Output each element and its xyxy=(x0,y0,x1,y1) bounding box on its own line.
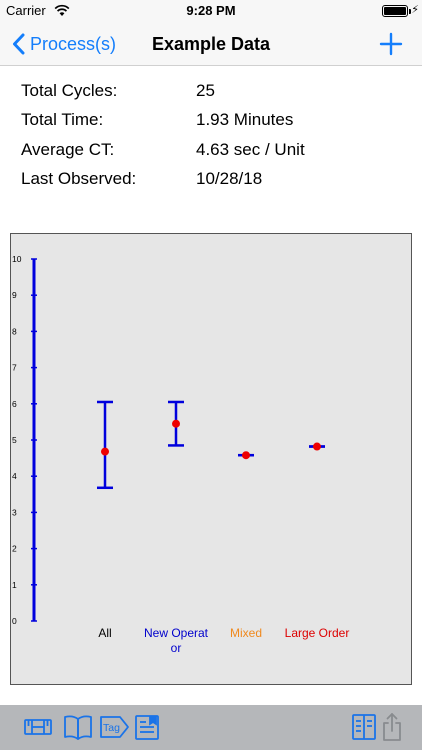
back-button-label: Process(s) xyxy=(30,33,117,54)
summary-row: Total Time: 1.93 Minutes xyxy=(21,106,305,136)
summary-value: 1.93 Minutes xyxy=(196,110,294,130)
battery-icon xyxy=(382,5,411,17)
y-tick-label: 10 xyxy=(12,254,22,264)
category-label: Large Order xyxy=(285,626,350,640)
bottom-toolbar: Tag xyxy=(0,705,422,750)
summary-value: 4.63 sec / Unit xyxy=(196,139,305,159)
ruler-icon[interactable] xyxy=(22,712,54,742)
mean-point xyxy=(313,442,321,451)
navigation-bar: Process(s) Example Data xyxy=(0,22,422,66)
book-icon[interactable] xyxy=(62,712,94,742)
cycle-time-chart: 0 1 2 3 4 5 6 7 8 9 10 All New Operat or Mixed Large Or… xyxy=(10,233,412,685)
summary-label: Total Cycles: xyxy=(21,80,118,100)
back-button[interactable]: Process(s) xyxy=(12,30,116,58)
y-tick-label: 0 xyxy=(12,616,17,626)
category-label: or xyxy=(171,641,182,655)
category-label: Mixed xyxy=(230,626,262,640)
plus-icon[interactable] xyxy=(378,31,404,57)
y-tick-label: 5 xyxy=(12,435,17,445)
svg-text:Tag: Tag xyxy=(103,722,120,734)
mean-point xyxy=(172,419,180,428)
y-tick-label: 8 xyxy=(12,326,17,336)
tag-icon[interactable]: Tag xyxy=(98,712,130,742)
y-tick-label: 7 xyxy=(12,363,17,373)
carrier-label: Carrier xyxy=(6,3,46,18)
category-label: All xyxy=(98,626,111,640)
summary-row: Last Observed: 10/28/18 xyxy=(21,165,305,195)
summary-row: Total Cycles: 25 xyxy=(21,76,305,106)
list-edit-icon[interactable] xyxy=(132,712,164,742)
mean-point xyxy=(101,447,109,456)
mean-point xyxy=(242,451,250,460)
y-tick-label: 2 xyxy=(12,544,17,554)
summary-panel: Total Cycles: 25 Total Time: 1.93 Minutes Av… xyxy=(21,76,305,194)
summary-value: 10/28/18 xyxy=(196,169,263,189)
y-tick-label: 9 xyxy=(12,290,17,300)
summary-label: Total Time: xyxy=(21,110,104,130)
y-tick-label: 4 xyxy=(12,471,17,481)
charging-bolt-icon: ⚡ xyxy=(411,4,419,16)
summary-row: Average CT: 4.63 sec / Unit xyxy=(21,135,305,165)
chevron-left-icon xyxy=(13,33,25,55)
compare-icon[interactable] xyxy=(348,712,380,742)
status-time: 9:28 PM xyxy=(186,3,236,18)
summary-value: 25 xyxy=(196,80,215,100)
y-tick-label: 1 xyxy=(12,580,17,590)
summary-label: Last Observed: xyxy=(21,169,137,189)
y-tick-label: 6 xyxy=(12,399,17,409)
y-tick-label: 3 xyxy=(12,507,17,517)
status-bar: Carrier 9:28 PM ⚡ xyxy=(0,0,422,22)
share-icon[interactable] xyxy=(376,712,408,742)
summary-label: Average CT: xyxy=(21,139,115,159)
category-label: New Operat xyxy=(144,626,209,640)
wifi-icon xyxy=(54,4,70,16)
